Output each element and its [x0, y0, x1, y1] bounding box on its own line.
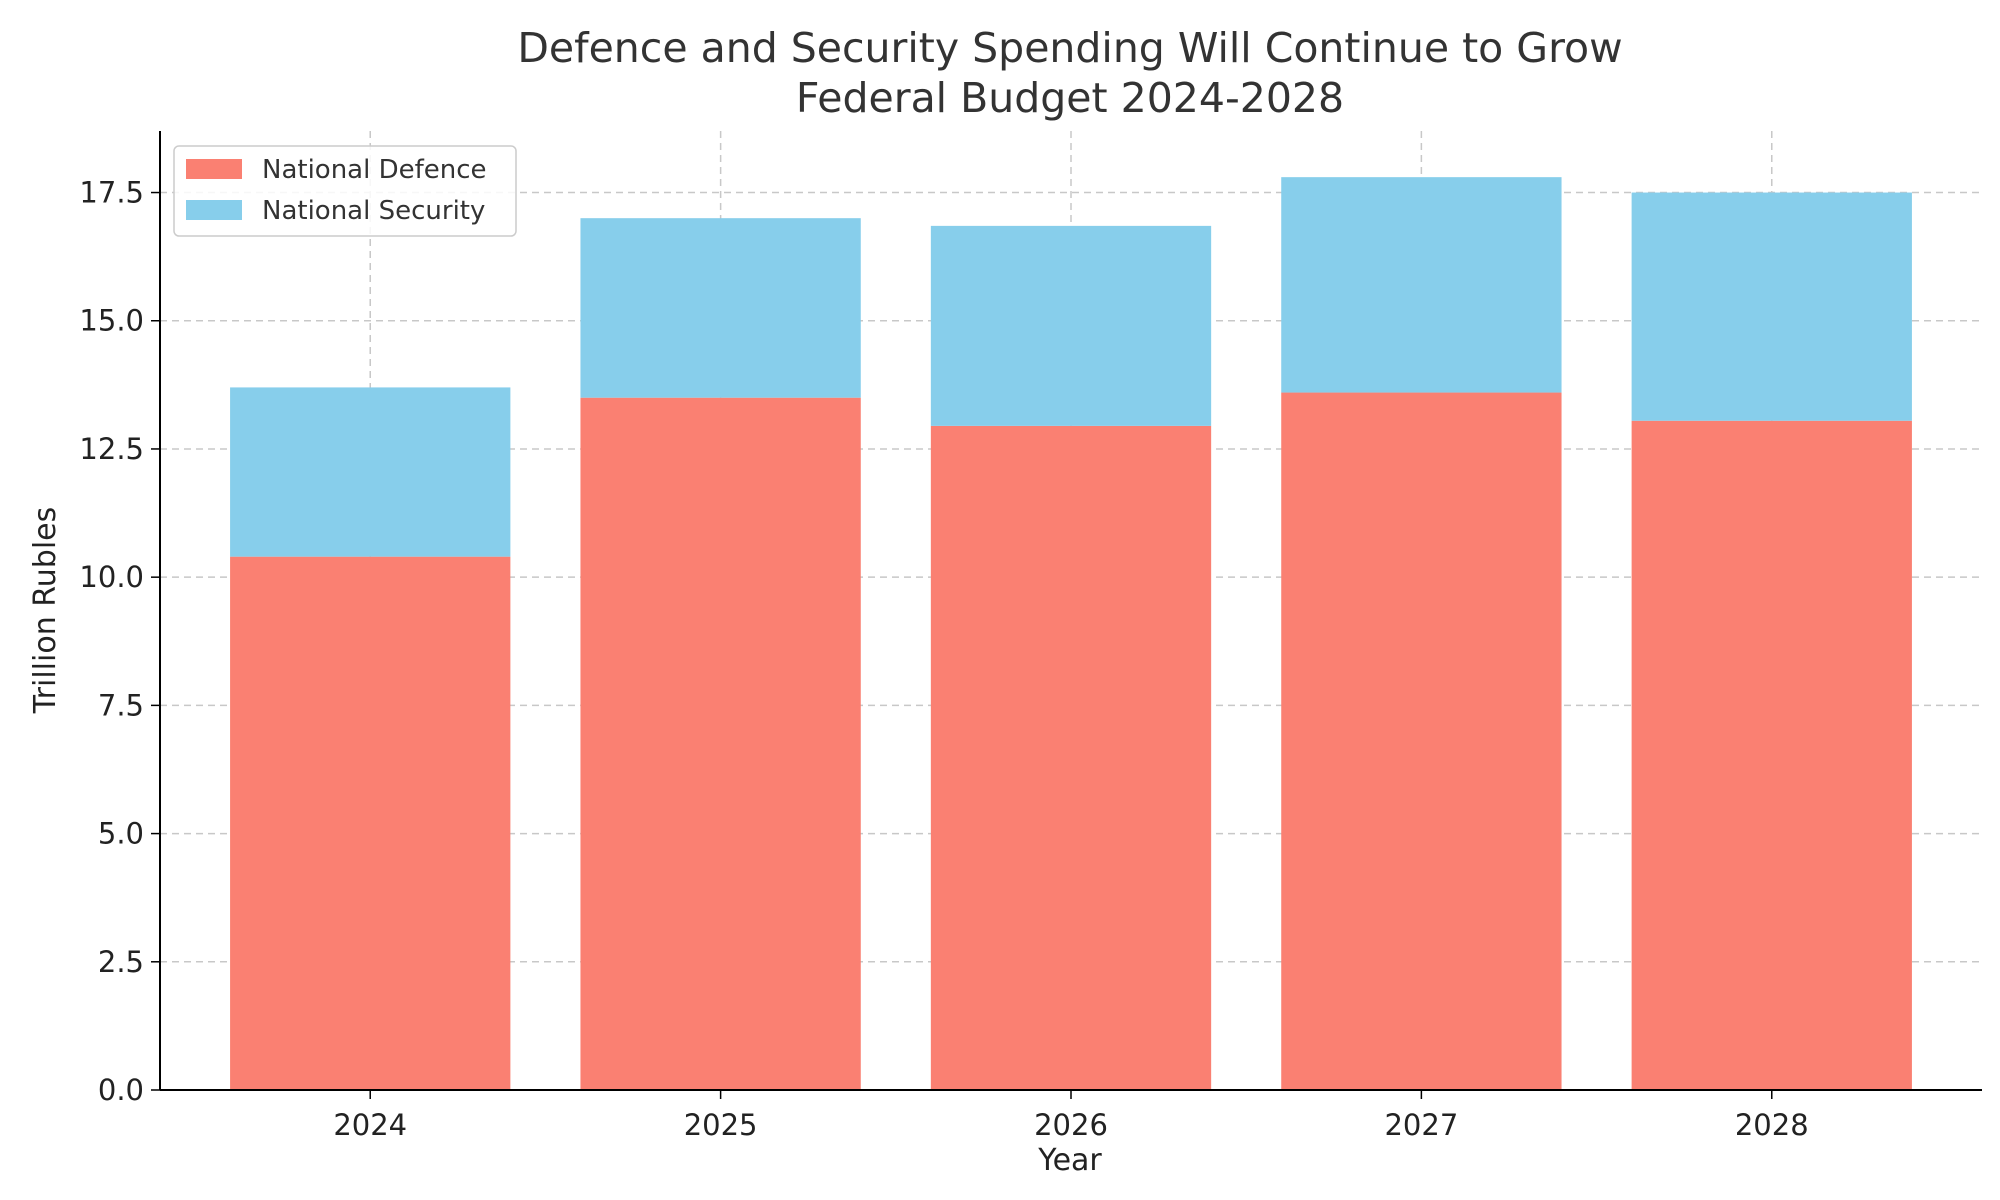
chart-subtitle: Federal Budget 2024-2028 — [796, 74, 1344, 122]
y-tick-label: 7.5 — [98, 688, 144, 722]
y-tick-label: 10.0 — [79, 560, 144, 594]
bars — [230, 177, 1912, 1091]
x-tick-label: 2025 — [684, 1108, 758, 1142]
bar-national-security-2024 — [230, 387, 511, 557]
chart-title: Defence and Security Spending Will Conti… — [517, 24, 1622, 72]
legend-swatch-national-security — [186, 200, 242, 220]
x-tick-label: 2024 — [333, 1108, 407, 1142]
bar-national-defence-2025 — [580, 397, 861, 1090]
legend-swatch-national-defence — [186, 159, 242, 179]
bar-national-security-2028 — [1631, 192, 1912, 421]
y-tick-label: 5.0 — [98, 817, 144, 851]
bar-national-defence-2024 — [230, 556, 511, 1090]
y-tick-label: 0.0 — [98, 1073, 144, 1107]
legend-box — [173, 145, 517, 237]
bar-national-defence-2028 — [1631, 420, 1912, 1090]
ticks: 0.0 2.5 5.0 7.5 10.0 12.5 15.0 17.5 2024 2025 2026… — [79, 176, 1808, 1142]
y-tick-label: 2.5 — [98, 945, 144, 979]
bar-national-defence-2026 — [930, 425, 1212, 1091]
x-axis-label: Year — [1037, 1143, 1102, 1178]
legend-label-national-security: National Security — [262, 196, 485, 226]
bar-national-security-2026 — [930, 225, 1212, 426]
legend-label-national-defence: National Defence — [262, 155, 487, 185]
legend: National Defence National Security — [173, 145, 517, 237]
x-tick-label: 2027 — [1384, 1108, 1458, 1142]
bar-national-defence-2027 — [1281, 392, 1562, 1091]
y-tick-label: 12.5 — [79, 432, 144, 466]
y-axis-label: Trillion Rubles — [28, 507, 63, 714]
y-tick-label: 15.0 — [79, 304, 144, 338]
x-tick-label: 2028 — [1735, 1108, 1809, 1142]
bar-national-security-2025 — [580, 218, 861, 398]
bar-national-security-2027 — [1281, 177, 1562, 393]
x-tick-label: 2026 — [1034, 1108, 1108, 1142]
y-tick-label: 17.5 — [79, 176, 144, 210]
